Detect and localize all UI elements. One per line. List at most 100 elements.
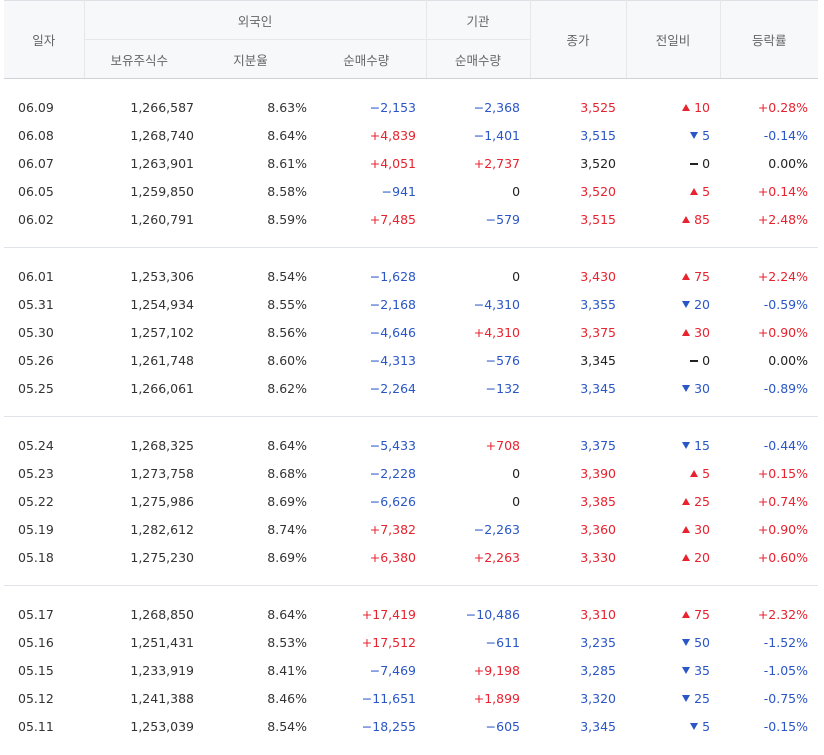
table-row: 05.24 1,268,325 8.64% −5,433 +708 3,375 15 -0.4…: [4, 431, 818, 459]
row-change: 25: [626, 487, 720, 515]
arrow-up-icon: [682, 525, 691, 533]
row-date: 05.15: [18, 662, 54, 678]
row-close: 3,345: [580, 352, 617, 368]
row-foreign-net: −11,651: [361, 690, 417, 706]
row-institution-net: 0: [512, 493, 521, 509]
row-foreign-net: −1,628: [369, 268, 417, 284]
row-close: 3,375: [580, 324, 617, 340]
row-change-value: 75: [694, 606, 711, 622]
table-row: 05.18 1,275,230 8.69% +6,380 +2,263 3,330 20 +0…: [4, 543, 818, 571]
investor-trend-table-wrapper: 일자 외국인 기관 종가 전일비 등락률 보유주식수 지분율 순매수량 순매수량…: [4, 0, 819, 740]
separator-cell: [4, 571, 819, 586]
row-change-value: 85: [694, 211, 711, 227]
row-change-value: 25: [694, 690, 711, 706]
row-change-value: 0: [702, 155, 711, 171]
table-header: 일자 외국인 기관 종가 전일비 등락률 보유주식수 지분율 순매수량 순매수량: [4, 0, 819, 79]
table-row: 05.26 1,261,748 8.60% −4,313 −576 3,345 0 0.00%: [4, 346, 818, 374]
row-foreign-net: −941: [381, 183, 417, 199]
table-row: 05.16 1,251,431 8.53% +17,512 −611 3,235 50 -1.…: [4, 628, 818, 656]
row-change: 10: [626, 93, 720, 121]
row-institution-net: +708: [485, 437, 521, 453]
group-top-spacer: [4, 586, 818, 601]
row-change: 5: [626, 177, 720, 205]
row-share: 8.54%: [267, 268, 307, 284]
row-holdings: 1,282,612: [130, 521, 194, 537]
arrow-down-icon: [682, 300, 691, 308]
row-institution-net: +9,198: [473, 662, 521, 678]
header-institution-net: 순매수량: [425, 39, 531, 79]
row-change: 75: [626, 600, 720, 628]
row-holdings: 1,233,919: [130, 662, 194, 678]
arrow-up-icon: [682, 497, 691, 505]
row-close: 3,355: [580, 296, 617, 312]
row-holdings: 1,275,986: [130, 493, 194, 509]
row-change: 20: [626, 543, 720, 571]
row-institution-net: −579: [485, 211, 521, 227]
row-holdings: 1,259,850: [130, 183, 194, 199]
row-change: 30: [626, 318, 720, 346]
table-row: 05.25 1,266,061 8.62% −2,264 −132 3,345 30 -0.8…: [4, 374, 818, 402]
row-change-value: 15: [694, 437, 711, 453]
row-holdings: 1,266,061: [130, 380, 194, 396]
row-share: 8.56%: [267, 324, 307, 340]
row-date: 05.22: [18, 493, 54, 509]
row-close: 3,320: [580, 690, 617, 706]
row-holdings: 1,254,934: [130, 296, 194, 312]
row-rate: -0.15%: [763, 718, 809, 734]
row-change-value: 20: [694, 296, 711, 312]
row-rate: -1.05%: [763, 662, 809, 678]
row-foreign-net: +7,382: [369, 521, 417, 537]
row-close: 3,390: [580, 465, 617, 481]
row-change-value: 5: [702, 718, 711, 734]
row-share: 8.69%: [267, 549, 307, 565]
row-change-value: 5: [702, 183, 711, 199]
row-rate: +0.60%: [757, 549, 809, 565]
row-institution-net: −1,401: [473, 127, 521, 143]
row-holdings: 1,241,388: [130, 690, 194, 706]
row-change: 0: [626, 346, 720, 374]
spacer-cell: [4, 248, 818, 263]
row-share: 8.54%: [267, 718, 307, 734]
row-change-value: 30: [694, 521, 711, 537]
row-foreign-net: −2,153: [369, 99, 417, 115]
row-change-value: 35: [694, 662, 711, 678]
group-top-spacer: [4, 417, 818, 432]
row-institution-net: +2,737: [473, 155, 521, 171]
row-rate: +2.24%: [757, 268, 809, 284]
row-close: 3,360: [580, 521, 617, 537]
row-rate: -0.89%: [763, 380, 809, 396]
row-close: 3,515: [580, 211, 617, 227]
row-institution-net: −132: [485, 380, 521, 396]
row-change-value: 50: [694, 634, 711, 650]
row-change-value: 75: [694, 268, 711, 284]
arrow-up-icon: [682, 215, 691, 223]
row-share: 8.63%: [267, 99, 307, 115]
row-date: 05.17: [18, 606, 54, 622]
row-foreign-net: −7,469: [369, 662, 417, 678]
row-date: 06.05: [18, 183, 54, 199]
arrow-up-icon: [682, 272, 691, 280]
row-institution-net: 0: [512, 465, 521, 481]
row-share: 8.58%: [267, 183, 307, 199]
table-row: 06.09 1,266,587 8.63% −2,153 −2,368 3,525 10 +0…: [4, 93, 818, 121]
row-foreign-net: +4,051: [369, 155, 417, 171]
row-institution-net: +4,310: [473, 324, 521, 340]
arrow-down-icon: [690, 131, 699, 139]
row-foreign-net: +17,419: [361, 606, 417, 622]
header-share: 지분율: [194, 39, 307, 79]
row-change-value: 30: [694, 380, 711, 396]
row-date: 06.07: [18, 155, 54, 171]
row-close: 3,520: [580, 183, 617, 199]
header-institution: 기관: [425, 0, 531, 40]
arrow-down-icon: [682, 441, 691, 449]
row-institution-net: −4,310: [473, 296, 521, 312]
row-holdings: 1,268,850: [130, 606, 194, 622]
row-rate: +0.90%: [757, 521, 809, 537]
row-close: 3,515: [580, 127, 617, 143]
row-holdings: 1,257,102: [130, 324, 194, 340]
arrow-down-icon: [682, 638, 691, 646]
row-institution-net: 0: [512, 268, 521, 284]
table-row: 05.19 1,282,612 8.74% +7,382 −2,263 3,360 30 +0…: [4, 515, 818, 543]
row-change: 20: [626, 290, 720, 318]
row-institution-net: −576: [485, 352, 521, 368]
